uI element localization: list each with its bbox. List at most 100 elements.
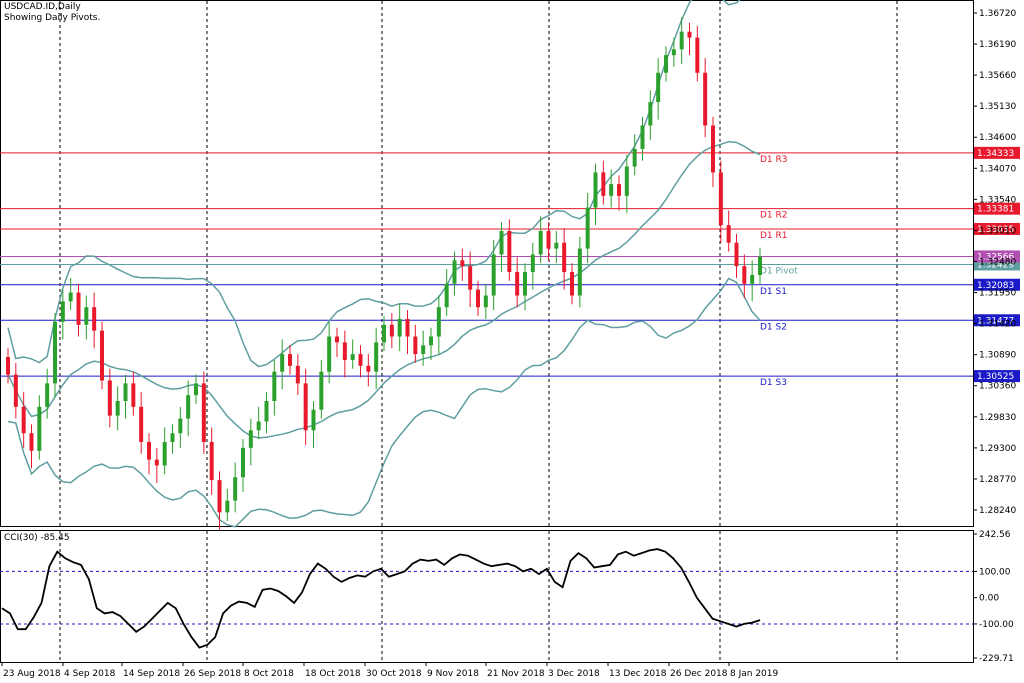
time-axis: 23 Aug 2018 4 Sep 2018 14 Sep 2018 26 Sep 2… — [1, 662, 778, 679]
candle-body — [194, 383, 198, 396]
candle-body — [758, 256, 762, 275]
candle-body — [405, 318, 410, 337]
price-tick-label: 1.31950 — [979, 289, 1016, 299]
candle-body — [476, 289, 480, 308]
candle-body — [84, 307, 89, 325]
candle-body — [695, 37, 700, 73]
candle-body — [162, 442, 167, 466]
price-tick-label: 1.35130 — [979, 102, 1016, 112]
price-tick-label: 1.33010 — [979, 226, 1016, 236]
time-tick-label: 26 Sep 2018 — [184, 669, 241, 679]
candle-body — [217, 480, 222, 513]
time-tick-label: 13 Dec 2018 — [609, 669, 667, 679]
candle-body — [632, 148, 637, 167]
candle-body — [366, 365, 371, 372]
price-axis: 1.36720 1.36190 1.35660 1.35130 1.34600 1.340… — [973, 9, 1016, 516]
candle-body — [452, 260, 457, 284]
candle-body — [60, 301, 65, 322]
pivot-label: D1 S2 — [760, 322, 787, 332]
candle-body — [468, 266, 473, 290]
candle-body — [499, 231, 504, 255]
candle-body — [319, 371, 324, 410]
pivot-price-box — [974, 278, 1020, 291]
time-tick-label: 23 Aug 2018 — [3, 669, 61, 679]
candle-body — [147, 442, 151, 460]
candle-body — [139, 406, 144, 443]
candle-body — [241, 447, 245, 478]
candle-body — [209, 442, 214, 481]
price-tick-label: 1.30360 — [979, 382, 1016, 392]
pivot-price-label: 1.33381 — [977, 205, 1014, 215]
time-tick-label: 26 Dec 2018 — [670, 669, 728, 679]
candle-body — [429, 336, 433, 346]
candle-body — [718, 172, 723, 226]
price-tick-label: 1.36720 — [979, 9, 1016, 19]
candle-body — [671, 49, 676, 56]
pivot-label: D1 Pivot — [760, 266, 798, 276]
candle-body — [115, 400, 120, 416]
band-upper — [7, 0, 741, 368]
time-tick-label: 14 Sep 2018 — [123, 669, 180, 679]
candle-body — [350, 354, 355, 360]
cci-tick-label: -100.00 — [979, 620, 1014, 630]
candle-body — [444, 283, 449, 308]
pivot-label: D1 R1 — [760, 231, 788, 241]
time-tick-label: 9 Nov 2018 — [427, 669, 479, 679]
candle-body — [178, 418, 183, 434]
cci-tick-label: -229.71 — [979, 654, 1014, 664]
time-tick-label: 30 Oct 2018 — [366, 669, 422, 679]
time-tick-label: 8 Oct 2018 — [244, 669, 294, 679]
pivot-price-box — [974, 222, 1020, 235]
candle-body — [593, 172, 598, 208]
candle-body — [248, 430, 253, 448]
pivot-price-box — [974, 146, 1020, 159]
candle-body — [233, 477, 238, 501]
time-tick-label: 18 Oct 2018 — [305, 669, 361, 679]
pivot-price-box — [974, 314, 1020, 327]
candle-body — [483, 295, 488, 308]
cci-label: CCI(30) -85.45 — [4, 533, 70, 543]
candle-body — [123, 383, 128, 401]
candle-body — [546, 231, 551, 249]
candle-body — [515, 272, 520, 296]
candle-body — [664, 55, 668, 73]
pivot-price-label: 1.32429 — [977, 260, 1014, 270]
candle-body — [413, 336, 418, 355]
candle-body — [92, 307, 97, 331]
candle-body — [100, 330, 104, 381]
candle-body — [609, 184, 614, 196]
candle-body — [68, 292, 73, 302]
candle-body — [53, 321, 57, 384]
candle-body — [374, 342, 379, 372]
candle-body — [617, 184, 621, 196]
candle-body — [382, 324, 386, 343]
candle-body — [295, 365, 300, 384]
pivot-label: D1 R2 — [760, 211, 788, 221]
price-tick-label: 1.36190 — [979, 40, 1016, 50]
candle-body — [703, 72, 708, 126]
candle-body — [491, 254, 496, 296]
cci-tick-label: 0.00 — [979, 594, 999, 604]
chart-subtitle: Showing Daily Pivots. — [4, 13, 101, 23]
candle-body — [154, 459, 159, 466]
candle-body — [460, 260, 465, 267]
band-middle — [7, 140, 761, 439]
candle-body — [507, 231, 512, 273]
pivot-price-box — [974, 370, 1020, 383]
candle-body — [327, 336, 332, 372]
candle-body — [288, 354, 292, 366]
price-tick-label: 1.33540 — [979, 195, 1016, 205]
cci-panel: 242.56 100.00 0.00 -100.00 -229.71 — [0, 530, 1014, 664]
candle-body — [397, 318, 402, 337]
candle-body — [280, 354, 285, 372]
cci-tick-label: 100.00 — [979, 567, 1011, 577]
candle-body — [538, 231, 543, 255]
candle-body — [21, 406, 26, 434]
grid — [59, 1, 898, 662]
candle-body — [687, 31, 692, 38]
candle-body — [648, 102, 653, 126]
candle-body — [272, 371, 277, 401]
candle-body — [170, 433, 175, 443]
price-tick-label: 1.29300 — [979, 444, 1016, 454]
